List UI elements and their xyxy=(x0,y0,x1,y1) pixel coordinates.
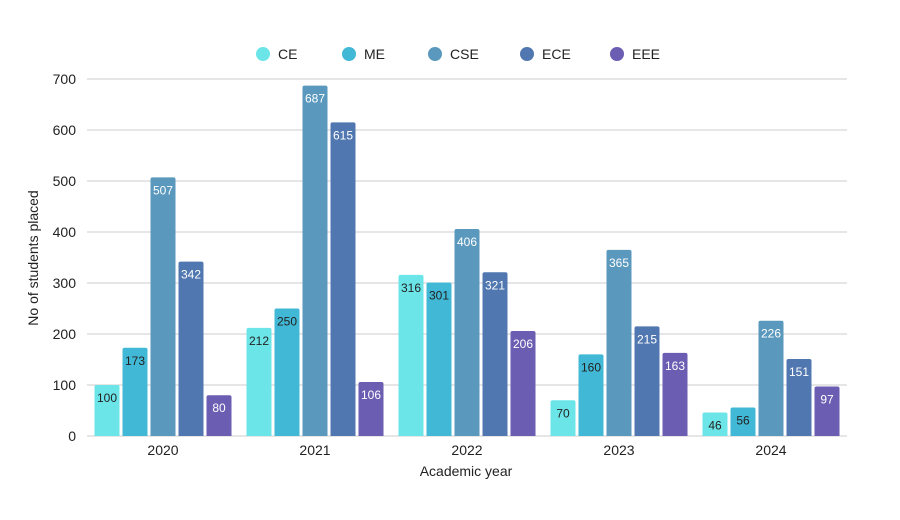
bar-cse-2022 xyxy=(454,228,480,436)
data-label-cse-2022: 406 xyxy=(457,235,477,249)
data-label-eee-2024: 97 xyxy=(820,393,834,407)
legend-swatch-ece xyxy=(520,47,534,61)
legend-item-ece: ECE xyxy=(520,46,571,62)
legend-item-ce: CE xyxy=(256,46,297,62)
legend-item-me: ME xyxy=(342,46,385,62)
data-label-ece-2023: 215 xyxy=(637,332,657,346)
x-tick-label-2022: 2022 xyxy=(451,442,482,458)
y-axis-title: No of students placed xyxy=(25,190,41,325)
x-tick-label-2024: 2024 xyxy=(755,442,786,458)
y-tick-label-200: 200 xyxy=(53,326,77,342)
legend-label-me: ME xyxy=(364,46,385,62)
data-label-me-2024: 56 xyxy=(736,413,750,427)
data-label-ce-2020: 100 xyxy=(97,391,117,405)
data-label-ece-2021: 615 xyxy=(333,128,353,142)
data-label-me-2023: 160 xyxy=(581,360,601,374)
x-axis-ticks: 2020 2021 2022 2023 2024 xyxy=(147,442,786,458)
bar-ece-2024 xyxy=(786,358,812,436)
data-labels: 100 173 507 342 80 212 250 687 615 106 316 301 406 32… xyxy=(97,92,834,433)
legend-swatch-eee xyxy=(610,47,624,61)
data-label-cse-2024: 226 xyxy=(761,327,781,341)
legend-label-eee: EEE xyxy=(632,46,660,62)
bar-cse-2020 xyxy=(150,177,176,436)
bar-ece-2021 xyxy=(330,122,356,436)
legend-label-ece: ECE xyxy=(542,46,571,62)
data-label-ece-2022: 321 xyxy=(485,278,505,292)
bar-ce-2022 xyxy=(398,274,424,436)
y-tick-label-600: 600 xyxy=(53,122,77,138)
bar-eee-2020 xyxy=(206,395,232,436)
bar-ece-2020 xyxy=(178,261,204,436)
data-label-eee-2021: 106 xyxy=(361,388,381,402)
bar-ece-2023 xyxy=(634,326,660,436)
data-label-me-2021: 250 xyxy=(277,315,297,329)
data-label-cse-2023: 365 xyxy=(609,256,629,270)
bar-me-2023 xyxy=(578,354,604,436)
bar-me-2021 xyxy=(274,308,300,436)
bar-ce-2024 xyxy=(702,412,728,436)
bar-cse-2023 xyxy=(606,249,632,436)
bar-cse-2021 xyxy=(302,85,328,436)
legend-item-eee: EEE xyxy=(610,46,660,62)
bar-eee-2024 xyxy=(814,386,840,436)
bar-eee-2022 xyxy=(510,330,536,436)
legend-item-cse: CSE xyxy=(428,46,479,62)
data-label-me-2022: 301 xyxy=(429,288,449,302)
bar-ce-2020 xyxy=(94,385,120,436)
legend-label-ce: CE xyxy=(278,46,297,62)
data-label-ce-2021: 212 xyxy=(249,334,269,348)
data-label-ece-2024: 151 xyxy=(789,365,809,379)
bar-cse-2024 xyxy=(758,320,784,436)
bar-me-2020 xyxy=(122,347,148,436)
data-label-cse-2020: 507 xyxy=(153,183,173,197)
y-tick-label-0: 0 xyxy=(68,428,76,444)
data-label-eee-2022: 206 xyxy=(513,337,533,351)
y-tick-label-400: 400 xyxy=(53,224,77,240)
bar-eee-2021 xyxy=(358,381,384,436)
y-tick-label-700: 700 xyxy=(53,71,77,87)
legend-swatch-me xyxy=(342,47,356,61)
data-label-me-2020: 173 xyxy=(125,354,145,368)
data-label-cse-2021: 687 xyxy=(305,92,325,106)
bar-me-2024 xyxy=(730,407,756,436)
data-label-ce-2024: 46 xyxy=(708,419,722,433)
data-label-ece-2020: 342 xyxy=(181,268,201,282)
y-tick-label-500: 500 xyxy=(53,173,77,189)
x-tick-label-2020: 2020 xyxy=(147,442,178,458)
bar-me-2022 xyxy=(426,282,452,436)
bar-ce-2023 xyxy=(550,400,576,436)
legend: CE ME CSE ECE EEE xyxy=(256,46,660,62)
y-tick-label-100: 100 xyxy=(53,377,77,393)
bar-ce-2021 xyxy=(246,327,272,436)
data-label-eee-2020: 80 xyxy=(212,401,226,415)
legend-label-cse: CSE xyxy=(450,46,479,62)
legend-swatch-cse xyxy=(428,47,442,61)
data-label-ce-2022: 316 xyxy=(401,281,421,295)
legend-swatch-ce xyxy=(256,47,270,61)
data-label-ce-2023: 70 xyxy=(556,406,570,420)
y-tick-label-300: 300 xyxy=(53,275,77,291)
x-axis-title: Academic year xyxy=(420,463,513,479)
bar-eee-2023 xyxy=(662,352,688,436)
bars xyxy=(94,85,840,436)
bar-ece-2022 xyxy=(482,272,508,436)
x-tick-label-2021: 2021 xyxy=(299,442,330,458)
x-tick-label-2023: 2023 xyxy=(603,442,634,458)
y-axis-ticks: 0 100 200 300 400 500 600 700 xyxy=(53,71,77,444)
data-label-eee-2023: 163 xyxy=(665,359,685,373)
